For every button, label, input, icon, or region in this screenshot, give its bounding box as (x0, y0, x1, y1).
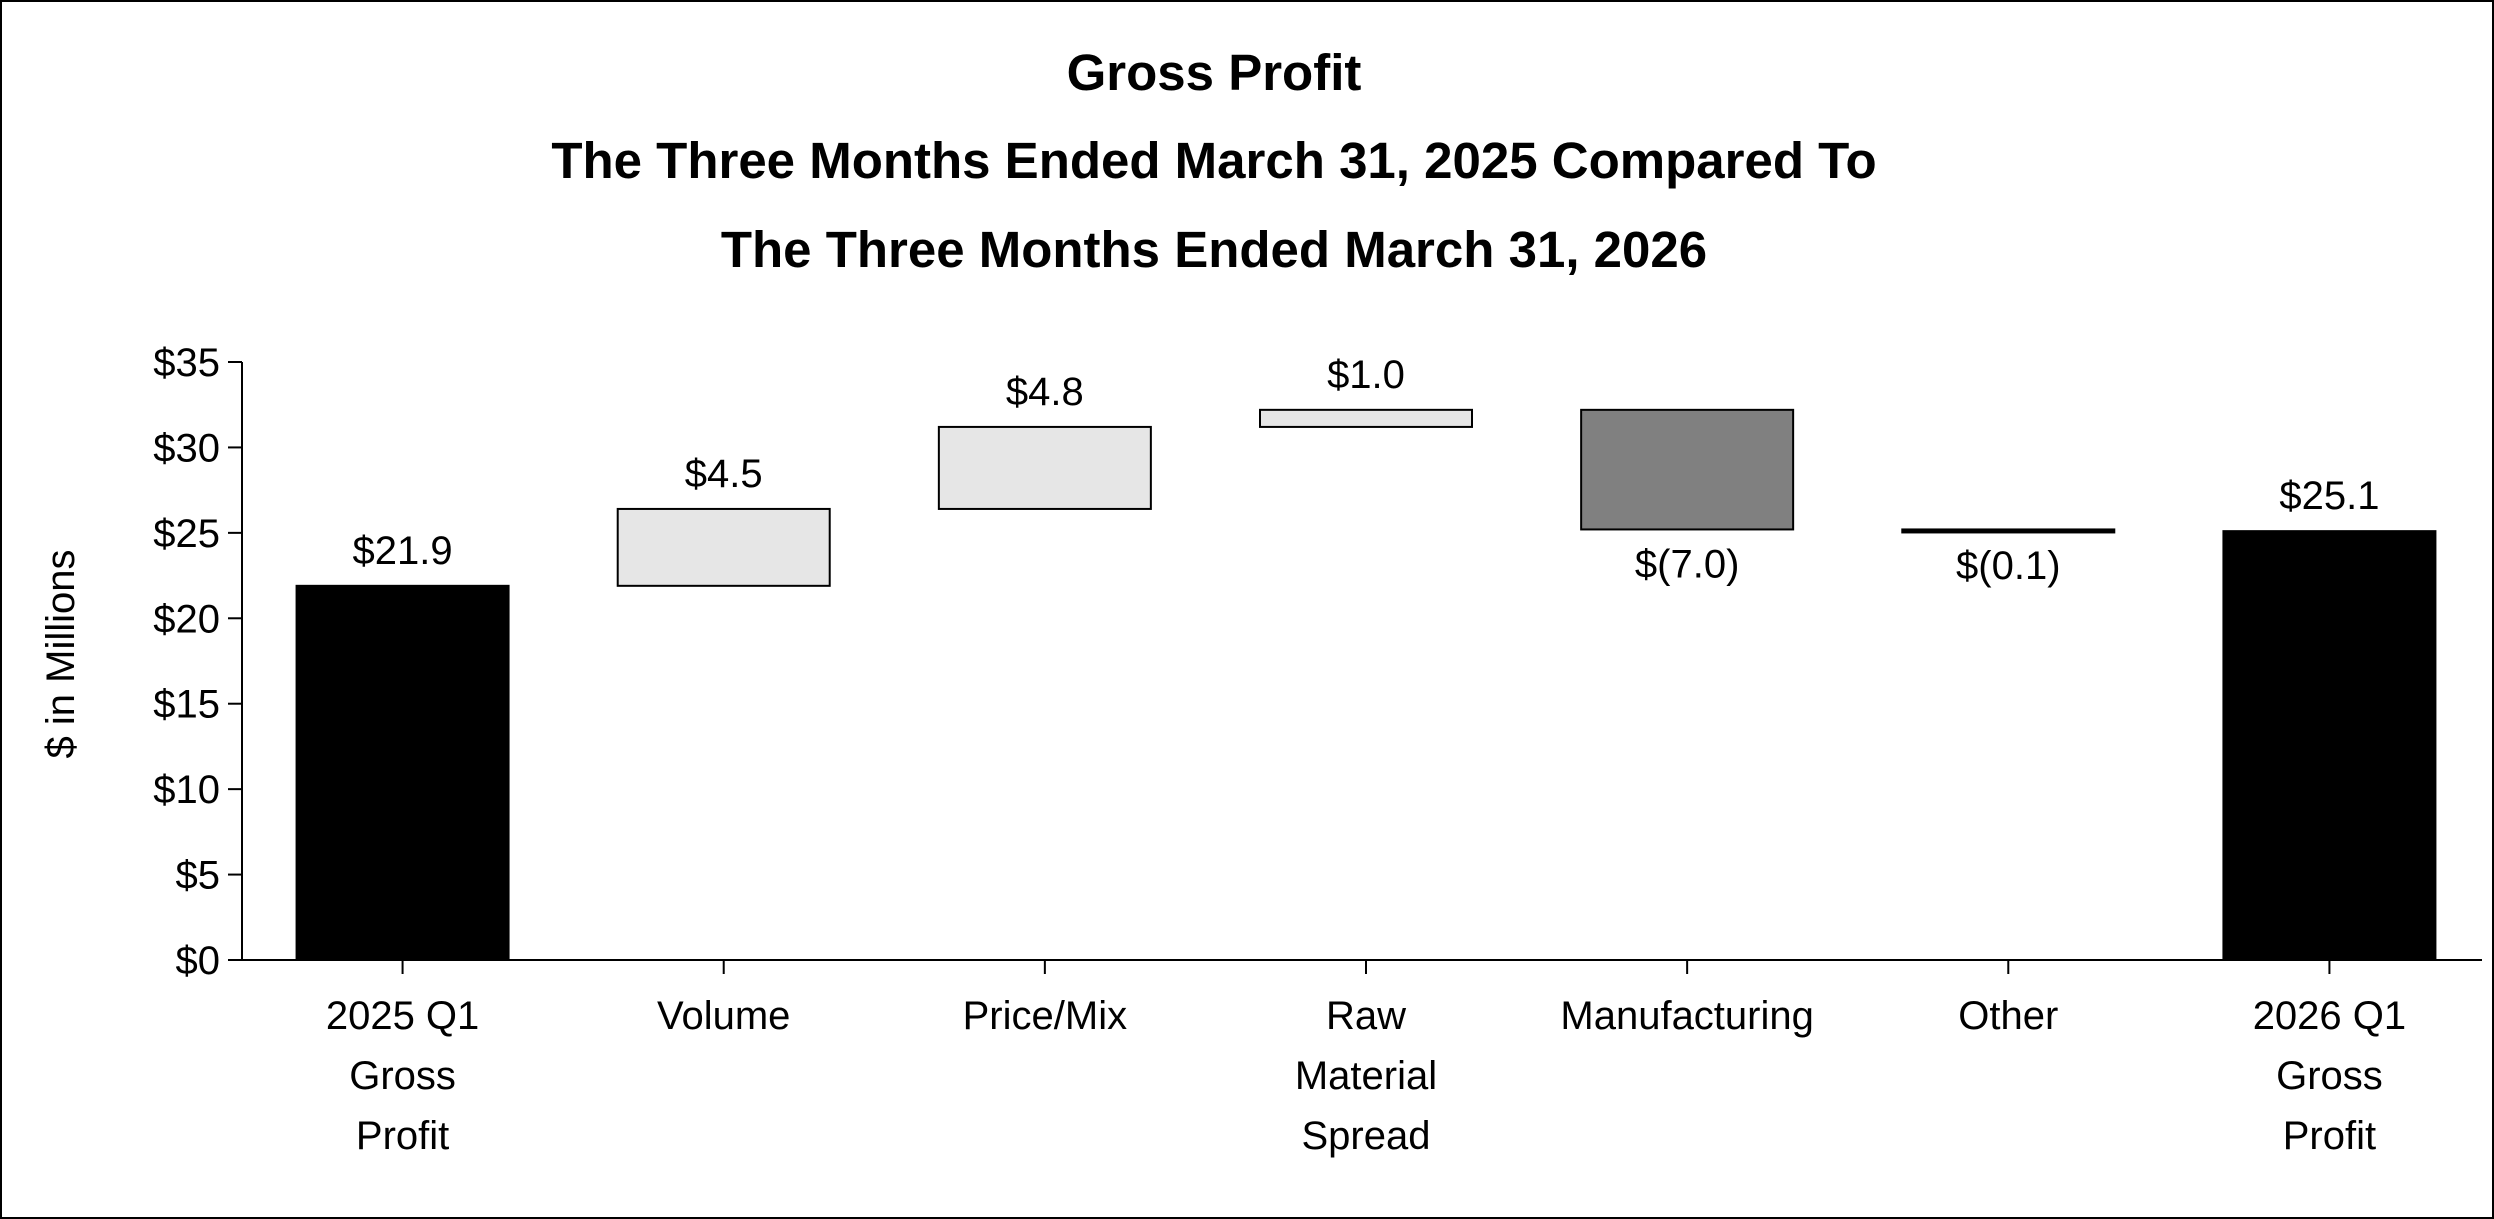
chart-title-line: The Three Months Ended March 31, 2026 (721, 221, 1707, 278)
y-tick-label: $15 (153, 683, 220, 727)
y-tick-label: $5 (176, 854, 221, 898)
y-axis-title: $ in Millions (39, 550, 83, 759)
y-tick-label: $35 (153, 341, 220, 385)
bar-6 (2222, 530, 2437, 961)
bar-data-label: $4.5 (685, 452, 763, 496)
bar-5 (1901, 528, 2116, 534)
category-label: Volume (657, 994, 790, 1038)
category-label: 2026 Q1 Gross Profit (2253, 994, 2406, 1158)
category-label: Price/Mix (963, 994, 1127, 1038)
chart-title-line: Gross Profit (1067, 44, 1362, 101)
bar-3 (1259, 408, 1473, 428)
bar-2 (937, 425, 1152, 510)
category-label: Manufacturing (1560, 994, 1813, 1038)
y-tick-label: $30 (153, 426, 220, 470)
bar-data-label: $1.0 (1327, 353, 1405, 397)
category-labels: 2025 Q1 Gross Profit Volume Price/Mix Raw Mate… (326, 994, 2406, 1158)
y-tick-label: $25 (153, 512, 220, 556)
bar-labels: $21.9 $4.5 $4.8 $1.0 $(7.0) $(0.1) $25.1 (353, 353, 2380, 588)
y-tick-label: $20 (153, 597, 220, 641)
y-tick-label: $0 (176, 939, 221, 983)
bar-data-label: $21.9 (353, 529, 453, 573)
y-axis: $0 $5 $10 $15 $20 $25 $30 $35 (153, 341, 243, 983)
chart-title: Gross Profit The Three Months Ended March… (551, 44, 1876, 278)
bar-data-label: $(0.1) (1956, 544, 2061, 588)
bar-data-label: $4.8 (1006, 370, 1084, 414)
category-label: Other (1958, 994, 2058, 1038)
y-tick-label: $10 (153, 768, 220, 812)
bar-data-label: $25.1 (2279, 474, 2379, 518)
bar-4 (1580, 408, 1795, 531)
chart-title-line: The Three Months Ended March 31, 2025 Co… (551, 132, 1876, 189)
category-label: 2025 Q1 Gross Profit (326, 994, 479, 1158)
bar-1 (616, 507, 831, 587)
bar-data-label: $(7.0) (1635, 542, 1740, 586)
bar-0 (295, 584, 510, 962)
bars (295, 408, 2437, 962)
category-label: Raw Material Spread (1295, 994, 1437, 1158)
x-axis (242, 959, 2482, 974)
